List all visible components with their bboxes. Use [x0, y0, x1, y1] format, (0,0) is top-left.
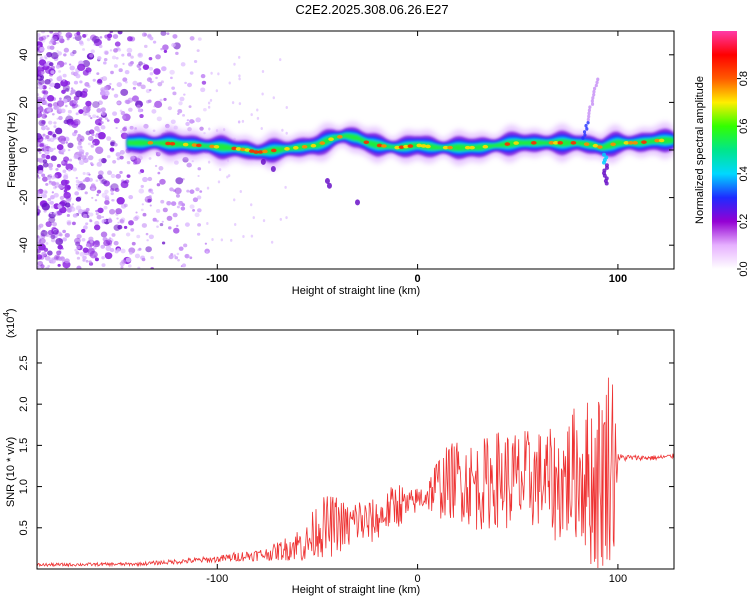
snr-y-label: SNR (10 * v/v) — [5, 437, 17, 507]
colorbar-gradient — [712, 31, 737, 269]
y-tick-label: -40 — [18, 237, 30, 253]
spectrogram-y-label: Frequency (Hz) — [6, 112, 18, 188]
snr-panel: -100 0 100 0.5 1.0 1.5 2.0 2.5 Height of strai… — [2, 308, 675, 596]
snr-x-label: Height of straight line (km) — [292, 584, 420, 596]
y-tick-label: 20 — [18, 96, 30, 108]
x-tick-label: -100 — [206, 573, 228, 585]
y-tick-label: 2.5 — [18, 355, 30, 370]
colorbar-label: Normalized spectral amplitude — [694, 76, 706, 224]
x-tick-label: -100 — [206, 273, 228, 285]
spectrogram-x-axis: -100 0 100 — [206, 31, 627, 285]
spectrogram-x-label: Height of straight line (km) — [292, 285, 420, 297]
snr-x-axis: -100 0 100 — [206, 330, 627, 585]
colorbar-ticks: 0.0 0.2 0.4 0.6 0.8 — [737, 71, 750, 277]
y-tick-label: 1.0 — [18, 479, 30, 494]
y-tick-label: 2.0 — [18, 397, 30, 412]
y-tick-label: 1.5 — [18, 438, 30, 453]
spectrogram-y-axis: -40 -20 0 20 40 — [18, 49, 674, 253]
colorbar: 0.0 0.2 0.4 0.6 0.8 Normalized spectral ampl… — [694, 31, 750, 277]
y-tick-label: -20 — [18, 190, 30, 206]
spectrogram-panel: -100 0 100 -40 -20 0 20 40 Height of straight … — [6, 30, 675, 297]
snr-frame — [36, 329, 675, 570]
spectrogram-noise — [37, 31, 288, 269]
colorbar-tick-label: 0.8 — [738, 71, 750, 86]
snr-plot-area — [37, 330, 674, 569]
y-tick-label: 0 — [18, 147, 30, 153]
x-tick-label: 100 — [609, 573, 627, 585]
spectrogram-ridge — [127, 77, 674, 206]
snr-scale-exponent: 4 — [2, 312, 11, 317]
y-tick-label: 40 — [18, 49, 30, 61]
x-tick-label: 0 — [415, 273, 421, 285]
colorbar-tick-label: 0.2 — [738, 214, 750, 229]
snr-series-line — [37, 377, 674, 569]
snr-y-axis: 0.5 1.0 1.5 2.0 2.5 — [18, 355, 674, 535]
colorbar-tick-label: 0.4 — [738, 166, 750, 181]
x-tick-label: 0 — [415, 573, 421, 585]
y-tick-label: 0.5 — [18, 520, 30, 535]
x-tick-label: 100 — [609, 273, 627, 285]
figure-title: C2E2.2025.308.06.26.E27 — [295, 2, 448, 17]
colorbar-tick-label: 0.0 — [738, 261, 750, 276]
colorbar-tick-label: 0.6 — [738, 119, 750, 134]
snr-scale-label: (x104) — [2, 308, 17, 338]
